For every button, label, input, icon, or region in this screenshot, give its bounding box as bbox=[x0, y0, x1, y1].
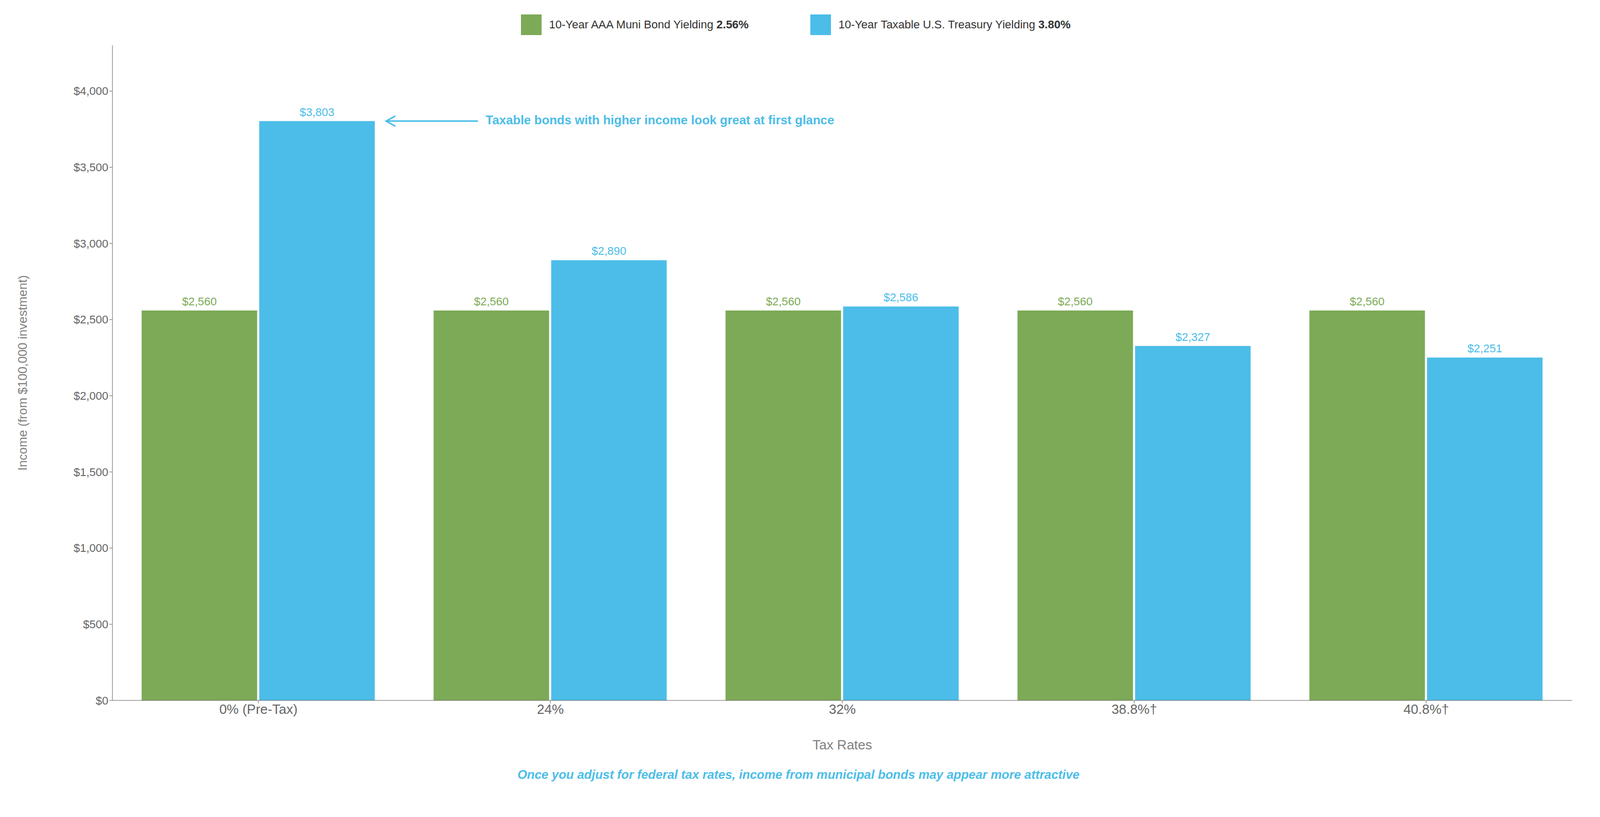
svg-text:32%: 32% bbox=[828, 701, 856, 717]
svg-text:$3,000: $3,000 bbox=[73, 237, 109, 251]
svg-text:40.8%†: 40.8%† bbox=[1403, 701, 1449, 717]
svg-text:Taxable bonds with higher inco: Taxable bonds with higher income look gr… bbox=[485, 112, 835, 127]
svg-text:Income (from $100,000 investme: Income (from $100,000 investment) bbox=[15, 275, 30, 471]
svg-text:24%: 24% bbox=[536, 701, 564, 717]
svg-text:$2,560: $2,560 bbox=[1057, 295, 1093, 308]
html-text:10-Year Taxable U.S. Treasury: 10-Year Taxable U.S. Treasury Yielding 3… bbox=[838, 18, 1071, 31]
svg-text:$2,251: $2,251 bbox=[1467, 341, 1502, 355]
svg-text:Tax Rates: Tax Rates bbox=[812, 737, 873, 753]
svg-text:$4,000: $4,000 bbox=[73, 84, 109, 98]
svg-text:$2,560: $2,560 bbox=[182, 295, 217, 308]
svg-text:$2,560: $2,560 bbox=[1349, 295, 1385, 308]
svg-text:$2,327: $2,327 bbox=[1175, 330, 1211, 344]
svg-text:$1,500: $1,500 bbox=[73, 465, 109, 479]
html-text:10-Year AAA Muni Bond Yielding: 10-Year AAA Muni Bond Yielding 2.56% bbox=[549, 18, 749, 31]
svg-text:$3,803: $3,803 bbox=[299, 105, 335, 119]
svg-text:$3,500: $3,500 bbox=[73, 160, 109, 174]
svg-text:$2,560: $2,560 bbox=[765, 295, 801, 308]
svg-text:38.8%†: 38.8%† bbox=[1111, 701, 1157, 717]
svg-text:$2,000: $2,000 bbox=[73, 389, 109, 403]
svg-text:0% (Pre-Tax): 0% (Pre-Tax) bbox=[219, 701, 298, 717]
svg-text:$0: $0 bbox=[95, 694, 109, 708]
svg-text:$2,586: $2,586 bbox=[883, 290, 919, 304]
svg-text:$500: $500 bbox=[83, 617, 109, 631]
svg-text:$2,500: $2,500 bbox=[73, 313, 109, 326]
html-text:Once you adjust for federal ta: Once you adjust for federal tax rates, i… bbox=[517, 767, 1080, 782]
svg-text:$2,890: $2,890 bbox=[591, 244, 627, 258]
svg-text:$1,000: $1,000 bbox=[73, 541, 109, 555]
svg-text:$2,560: $2,560 bbox=[474, 295, 509, 308]
